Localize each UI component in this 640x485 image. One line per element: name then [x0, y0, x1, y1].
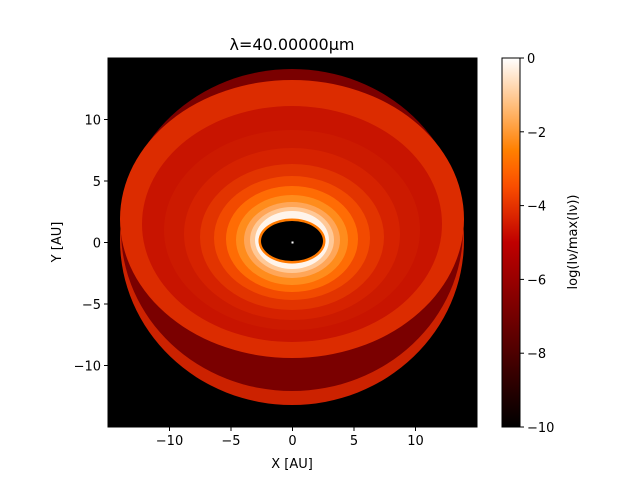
y-tick-label: 10	[84, 114, 101, 129]
y-tick-label: 0	[93, 237, 101, 252]
image-axes: −10 −5 0 5 10 −10 −5 0 5 10	[74, 57, 478, 449]
colorbar-tick-label: 0	[527, 52, 535, 67]
x-ticks: −10 −5 0 5 10	[156, 427, 424, 449]
y-tick-label: −5	[82, 298, 101, 313]
y-tick-label: −10	[74, 360, 101, 375]
x-tick-label: 0	[288, 434, 296, 449]
y-axis-label: Y [AU]	[50, 222, 65, 264]
y-tick-label: 5	[93, 175, 101, 190]
colorbar-ticks: 0 −2 −4 −6 −8 −10	[520, 52, 554, 436]
y-ticks: −10 −5 0 5 10	[74, 114, 108, 375]
colorbar-tick-label: −10	[527, 421, 554, 436]
x-tick-label: 5	[350, 434, 358, 449]
colorbar: 0 −2 −4 −6 −8 −10 log(Iν/max(Iν))	[501, 52, 581, 436]
x-tick-label: −5	[221, 434, 240, 449]
chart-title: λ=40.00000μm	[230, 35, 355, 54]
x-tick-label: 10	[407, 434, 424, 449]
colorbar-tick-label: −4	[527, 200, 546, 215]
colorbar-gradient	[501, 57, 521, 428]
disk-image	[120, 69, 464, 405]
colorbar-label: log(Iν/max(Iν))	[566, 195, 581, 290]
colorbar-tick-label: −2	[527, 126, 546, 141]
inner-hole	[261, 221, 323, 261]
x-tick-label: −10	[156, 434, 183, 449]
colorbar-tick-label: −6	[527, 273, 546, 288]
colorbar-tick-label: −8	[527, 347, 546, 362]
x-axis-label: X [AU]	[271, 457, 313, 472]
central-star	[291, 241, 294, 244]
